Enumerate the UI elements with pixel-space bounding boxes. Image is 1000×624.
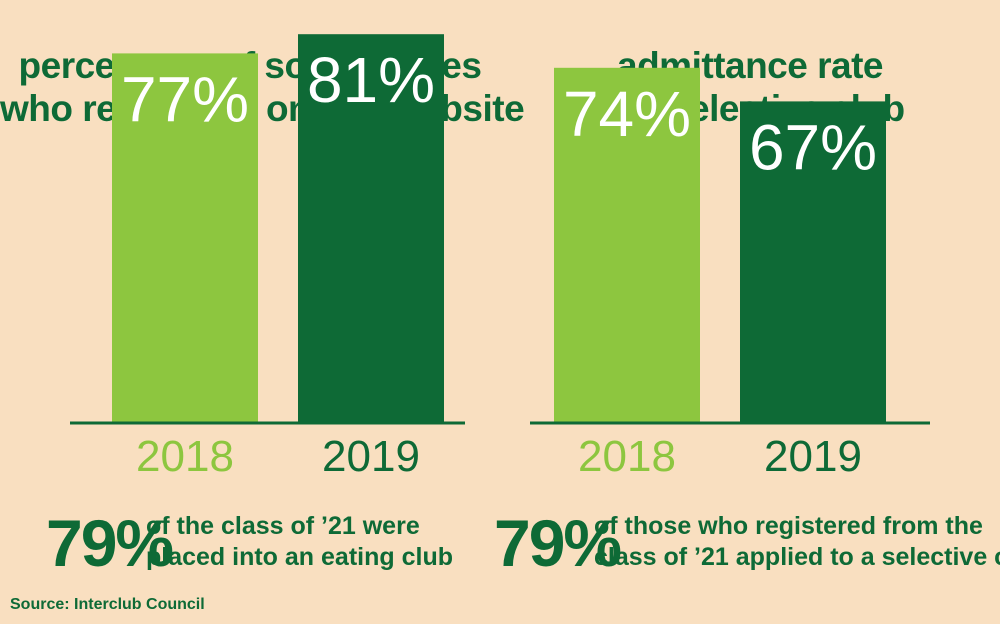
left-footnote-line-2: placed into an eating club [146,543,453,571]
bar-2018 [554,67,700,424]
bar-value-label: 74% [563,78,691,150]
right-footnote-text: of those who registered from the class o… [594,511,1000,573]
right-chart-panel: admittance rate to a selective club 74%2… [500,0,1000,481]
bar-2018 [112,53,258,424]
left-footnote: 79% of the class of ’21 were placed into… [46,505,486,585]
left-bar-chart: 77% 2018 81% 2019 [70,34,465,481]
left-footnote-line-1: of the class of ’21 were [146,512,420,540]
right-footnote-line-2: class of ’21 applied to a selective club [594,543,1000,571]
category-label: 2019 [322,432,420,481]
right-bar-chart: 74% 2018 67% 2019 [530,67,930,481]
bar-2019 [740,101,886,424]
source-note: Source: Interclub Council [10,596,205,613]
bar-2019 [298,34,444,423]
category-label: 2018 [136,432,234,481]
left-chart-panel: percentage of sophomores who registered … [0,0,525,481]
right-footnote-line-1: of those who registered from the [594,512,983,540]
bar-value-label: 67% [749,111,877,183]
right-footnote: 79% of those who registered from the cla… [494,505,1000,585]
category-label: 2018 [578,432,676,481]
bar-value-label: 81% [307,44,435,116]
category-label: 2019 [764,432,862,481]
right-footnote-stat: 79% [494,506,622,580]
left-footnote-text: of the class of ’21 were placed into an … [146,511,453,573]
left-footnote-stat: 79% [46,506,174,580]
bar-value-label: 77% [121,63,249,135]
